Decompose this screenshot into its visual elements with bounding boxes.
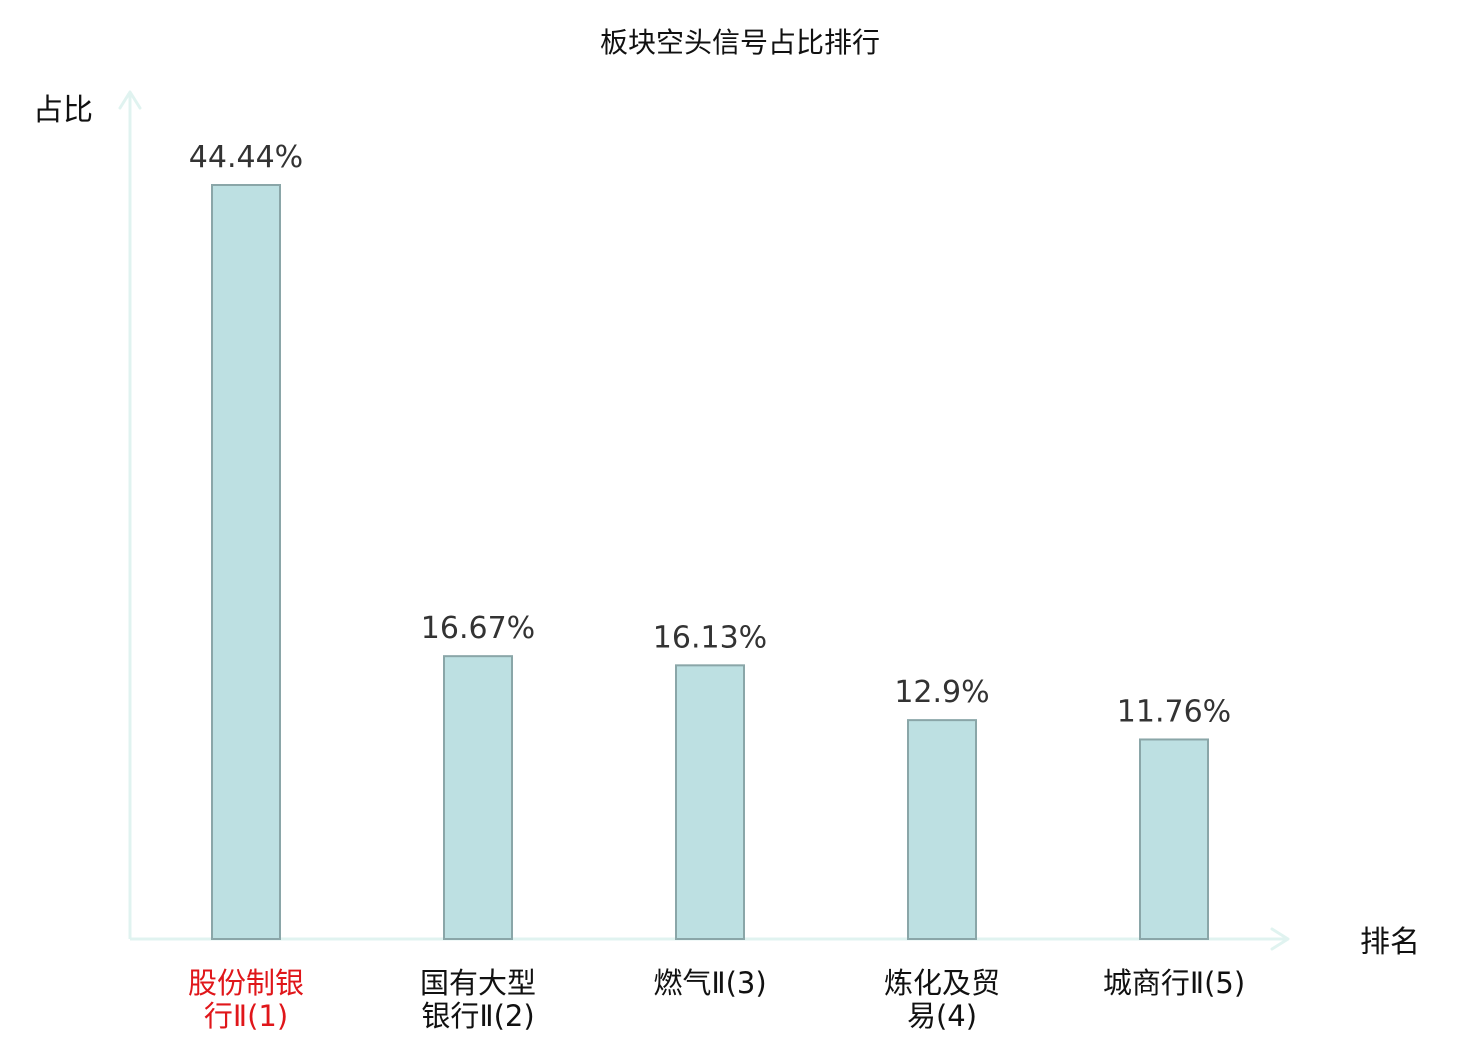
- data-label: 44.44%: [189, 140, 303, 175]
- bar: [211, 184, 281, 940]
- data-label: 12.9%: [894, 675, 989, 710]
- x-tick-label: 燃气Ⅱ(3): [653, 966, 766, 1000]
- data-label: 16.13%: [653, 620, 767, 655]
- bar: [675, 664, 745, 941]
- bar: [443, 655, 513, 940]
- x-axis-arrow-icon: [1270, 927, 1290, 951]
- chart-title: 板块空头信号占比排行: [600, 26, 880, 59]
- value-labels-group: 44.44% 16.67% 16.13% 12.9% 11.76%: [189, 140, 1231, 729]
- x-tick-label: 银行Ⅱ(2): [421, 999, 534, 1033]
- x-tick-label: 行Ⅱ(1): [204, 999, 288, 1033]
- bar: [1139, 738, 1209, 940]
- y-axis-label: 占比: [33, 93, 93, 128]
- x-tick-label: 易(4): [907, 999, 977, 1033]
- bar: [907, 719, 977, 941]
- y-axis-arrow-icon: [118, 90, 142, 110]
- x-tick-label: 国有大型: [420, 966, 536, 1000]
- bars-group: [211, 184, 1209, 941]
- x-tick-label: 股份制银: [188, 966, 304, 1000]
- x-axis-label: 排名: [1360, 925, 1420, 960]
- data-label: 16.67%: [421, 611, 535, 646]
- x-tick-label: 炼化及贸: [884, 966, 1000, 1000]
- data-label: 11.76%: [1117, 694, 1231, 729]
- x-tick-label: 城商行Ⅱ(5): [1103, 966, 1245, 1000]
